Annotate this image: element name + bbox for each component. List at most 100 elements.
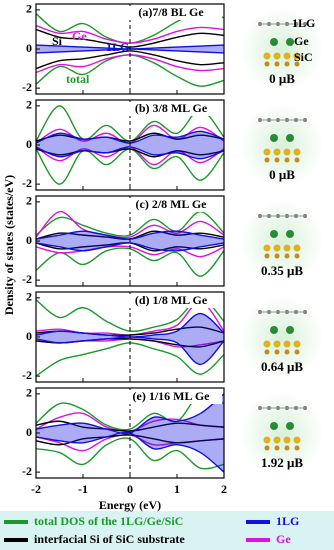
title-background xyxy=(120,198,222,212)
sic-atom xyxy=(284,61,290,67)
legend-label: total DOS of the 1LG/Ge/SiC xyxy=(34,514,183,528)
sic-atom xyxy=(263,340,271,348)
sic-atom xyxy=(293,244,301,252)
structure-glow xyxy=(240,104,324,188)
dos-area xyxy=(36,231,224,241)
legend-label: 1LG xyxy=(276,514,299,528)
sic-atom xyxy=(293,340,301,348)
annotation: Ge xyxy=(72,29,87,43)
magnetic-moment: 0 μB xyxy=(269,71,295,86)
panel-title: (e) 1/16 ML Ge xyxy=(133,389,211,403)
structure-glow xyxy=(240,392,324,476)
sic-atom xyxy=(293,436,301,444)
y-axis-label: Density of states (states/eV) xyxy=(2,175,16,315)
y-tick-label: 2 xyxy=(26,2,32,16)
y-tick-label: 2 xyxy=(26,290,32,304)
dos-area xyxy=(36,131,224,145)
magnetic-moment: 1.92 μB xyxy=(261,455,303,470)
dos-area xyxy=(36,49,224,53)
title-background xyxy=(120,390,222,404)
ge-atom xyxy=(270,134,278,142)
ge-atom xyxy=(286,422,294,430)
dos-line xyxy=(35,434,225,446)
y-tick-label: 0 xyxy=(26,233,32,247)
sic-atom xyxy=(283,52,291,60)
sic-atom xyxy=(293,148,301,156)
sic-atom xyxy=(283,340,291,348)
y-tick-label: 0 xyxy=(26,41,32,55)
ge-atom xyxy=(270,230,278,238)
ge-atom xyxy=(286,230,294,238)
ge-atom xyxy=(286,326,294,334)
sic-atom xyxy=(274,157,280,163)
sic-atom xyxy=(273,244,281,252)
y-tick-label: 2 xyxy=(26,386,32,400)
sic-atom xyxy=(283,436,291,444)
x-tick-label: 2 xyxy=(221,482,227,496)
sic-atom xyxy=(274,61,280,67)
annotation: 1LG xyxy=(106,40,129,54)
dos-line xyxy=(35,210,225,239)
title-background xyxy=(120,6,222,20)
magnetic-moment: 0.64 μB xyxy=(261,359,303,374)
sic-atom xyxy=(284,445,290,451)
magnetic-moment: 0 μB xyxy=(269,167,295,182)
x-tick-label: 0 xyxy=(127,482,133,496)
ge-atom xyxy=(270,422,278,430)
y-tick-label: 2 xyxy=(26,98,32,112)
sic-atom xyxy=(273,52,281,60)
sic-atom xyxy=(273,436,281,444)
panel-title: (b) 3/8 ML Ge xyxy=(135,101,208,115)
sic-atom xyxy=(294,61,300,67)
dos-line xyxy=(35,24,225,44)
panel-title: (d) 1/8 ML Ge xyxy=(135,293,208,307)
sic-atom xyxy=(263,148,271,156)
dos-area xyxy=(36,45,224,49)
sic-atom xyxy=(264,349,270,355)
sic-atom xyxy=(273,148,281,156)
sic-atom xyxy=(264,157,270,163)
sic-atom xyxy=(294,445,300,451)
y-tick-label: -2 xyxy=(22,368,32,382)
legend-background xyxy=(0,511,334,550)
ge-atom xyxy=(286,134,294,142)
annotation: Si xyxy=(52,34,63,48)
y-tick-label: 0 xyxy=(26,425,32,439)
dos-area xyxy=(36,241,224,251)
dos-line xyxy=(35,50,225,70)
y-tick-label: 0 xyxy=(26,137,32,151)
sic-atom xyxy=(294,349,300,355)
sic-atom xyxy=(283,148,291,156)
y-tick-label: 2 xyxy=(26,194,32,208)
structure-label: 1LG xyxy=(292,16,315,30)
sic-atom xyxy=(273,340,281,348)
sic-atom xyxy=(264,61,270,67)
x-axis-label: Energy (eV) xyxy=(99,498,161,512)
y-tick-label: -2 xyxy=(22,272,32,286)
legend-label: Ge xyxy=(276,532,291,546)
sic-atom xyxy=(274,445,280,451)
ge-atom xyxy=(270,326,278,334)
structure-glow xyxy=(240,200,324,284)
title-background xyxy=(120,294,222,308)
y-tick-label: 0 xyxy=(26,329,32,343)
x-tick-label: 1 xyxy=(174,482,180,496)
sic-atom xyxy=(263,436,271,444)
structure-glow xyxy=(240,296,324,380)
x-tick-label: -1 xyxy=(78,482,88,496)
panel-title: (a)7/8 BL Ge xyxy=(138,5,204,19)
legend-label: interfacial Si of SiC substrate xyxy=(34,532,185,546)
sic-atom xyxy=(264,253,270,259)
y-tick-label: -2 xyxy=(22,176,32,190)
dos-line xyxy=(35,148,225,158)
dos-area xyxy=(36,145,224,159)
panel-title: (c) 2/8 ML Ge xyxy=(136,197,208,211)
sic-atom xyxy=(284,157,290,163)
ge-atom xyxy=(286,38,294,46)
annotation: total xyxy=(66,72,90,86)
dos-line xyxy=(35,242,225,252)
sic-atom xyxy=(263,52,271,60)
sic-atom xyxy=(294,157,300,163)
y-tick-label: -2 xyxy=(22,464,32,478)
dos-line xyxy=(35,210,225,237)
